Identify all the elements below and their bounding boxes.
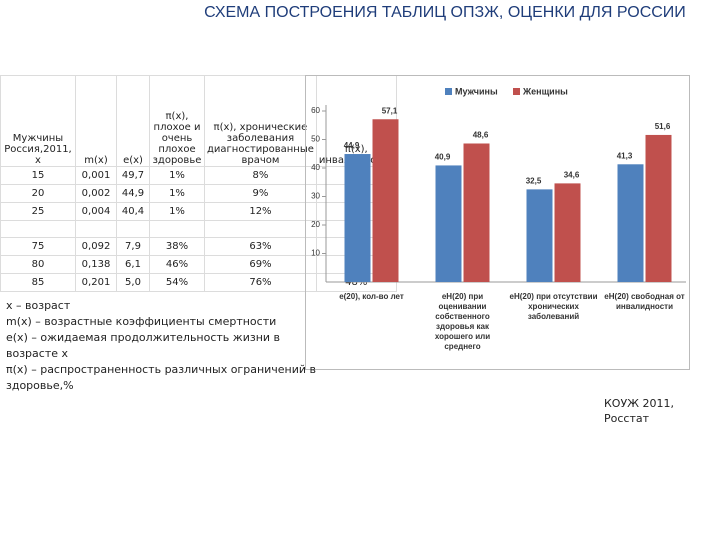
x-tick-label: eH(20) при отсутствии хронических заболе… — [509, 292, 598, 321]
bar — [372, 119, 399, 282]
y-tick-label: 40 — [311, 163, 320, 172]
header-cell: Мужчины Россия,2011, x — [0, 75, 76, 167]
legend-swatch — [445, 88, 452, 95]
value-label: 40,9 — [435, 153, 451, 162]
bar — [526, 189, 553, 282]
note: m(x) – возрастные коэффициенты смертност… — [6, 315, 277, 328]
bar — [344, 154, 371, 282]
x-tick-label: eH(20) при оценивании собственного здоро… — [434, 292, 491, 351]
table-cell: 76% — [204, 273, 317, 292]
bar — [463, 143, 490, 282]
value-label: 34,6 — [564, 170, 580, 179]
y-tick-label: 30 — [311, 192, 320, 201]
y-tick-label: 10 — [311, 249, 320, 258]
value-label: 41,3 — [617, 151, 633, 160]
header-cell: m(x) — [75, 75, 117, 167]
value-label: 48,6 — [473, 131, 489, 140]
bar — [435, 165, 462, 282]
bar — [645, 134, 672, 282]
value-label: 57,1 — [382, 106, 398, 115]
note: x – возраст — [6, 299, 71, 312]
x-tick-label: e(20), кол-во лет — [339, 292, 404, 301]
bar — [617, 164, 644, 282]
value-label: 44,9 — [344, 141, 360, 150]
source: КОУЖ 2011, Росстат — [604, 397, 675, 425]
legend-swatch — [513, 88, 520, 95]
slide-title: СХЕМА ПОСТРОЕНИЯ ТАБЛИЦ ОПЗЖ, ОЦЕНКИ ДЛЯ… — [204, 4, 686, 21]
value-label: 32,5 — [526, 176, 542, 185]
y-tick-label: 50 — [311, 135, 320, 144]
header-row: Мужчины Россия,2011, x m(x) e(x) π(x), плох… — [0, 75, 397, 167]
header-cell: π(x), хронические заболевания диагностир… — [204, 75, 317, 167]
y-tick-label: 60 — [311, 106, 320, 115]
y-tick-label: 20 — [311, 220, 320, 229]
notes: x – возраст m(x) – возрастные коэффициент… — [6, 298, 326, 394]
legend-label: Женщины — [522, 86, 568, 96]
legend-label: Мужчины — [455, 86, 498, 96]
chart-frame — [305, 75, 690, 370]
table-cell: 54% — [149, 273, 205, 292]
value-label: 51,6 — [655, 122, 671, 131]
note: π(x) – распространенность различных огра… — [6, 363, 317, 392]
header-cell: π(x), плохое и очень плохое здоровье — [149, 75, 205, 167]
bar — [554, 183, 581, 282]
note: e(x) – ожидаемая продолжительность жизни… — [6, 331, 281, 360]
x-tick-label: eH(20) свободная от инвалидности — [604, 292, 685, 311]
